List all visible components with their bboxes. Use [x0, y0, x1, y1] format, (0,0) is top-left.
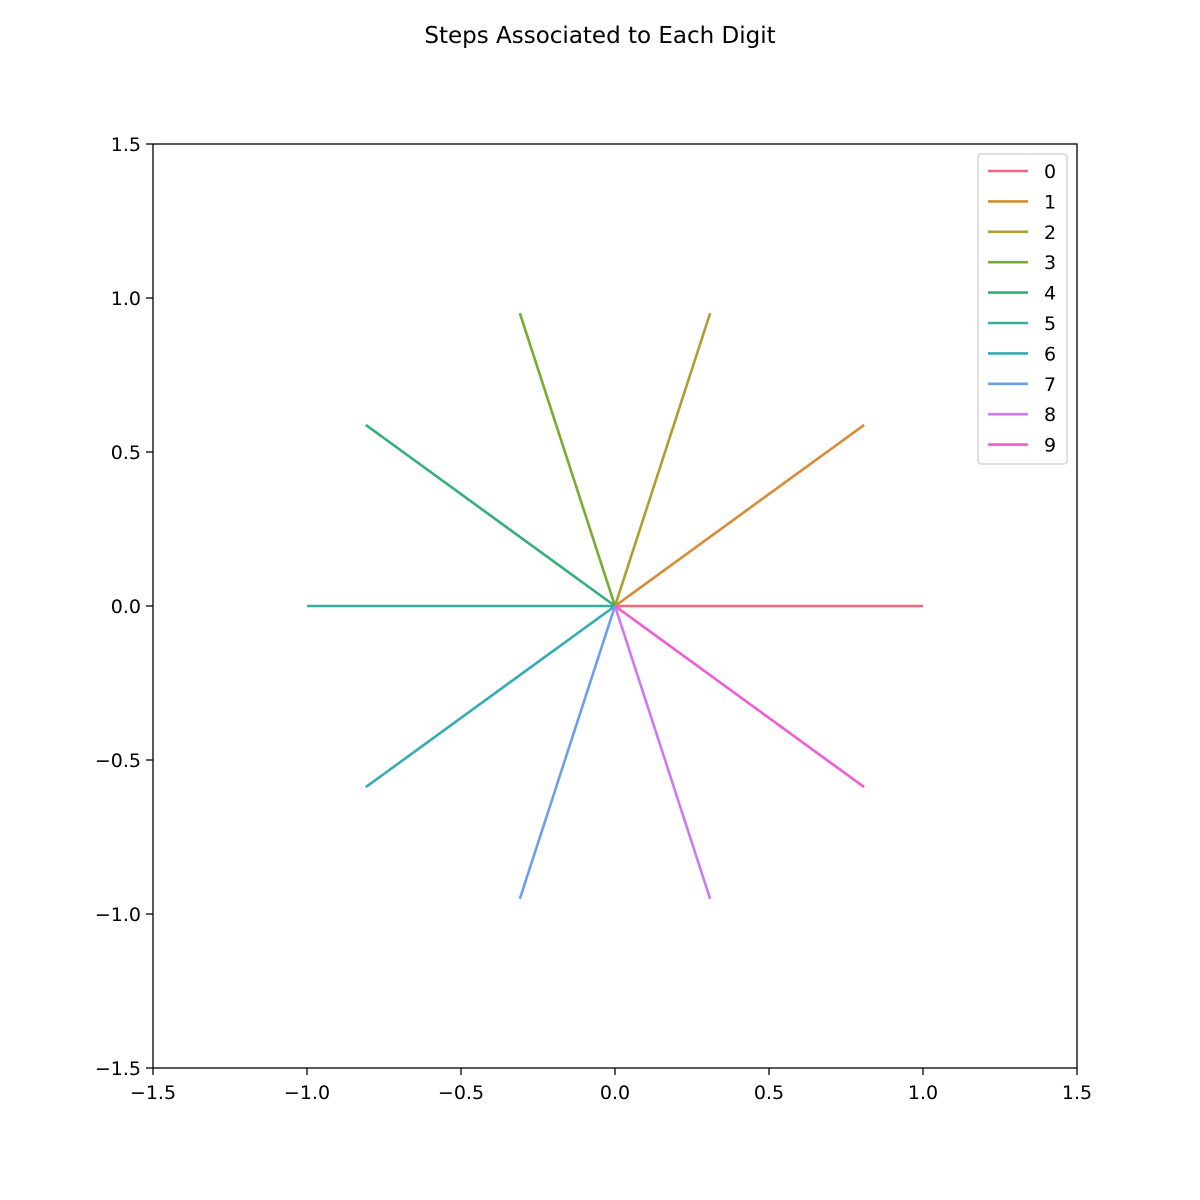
series-line-4 [365, 423, 616, 608]
y-tick-label: 1.5 [111, 134, 141, 156]
series-line-8 [613, 605, 712, 900]
series-line-9 [614, 604, 865, 789]
chart-title: Steps Associated to Each Digit [424, 23, 775, 49]
legend-label-5: 5 [1044, 313, 1056, 335]
y-tick-label: 1.0 [111, 288, 141, 310]
legend-label-3: 3 [1044, 252, 1056, 274]
y-tick-label: 0.5 [111, 442, 141, 464]
x-tick-label: −1.0 [284, 1082, 330, 1104]
y-axis: −1.5 −1.0 −0.5 0.0 0.5 1.0 1.5 [95, 134, 153, 1080]
x-axis: −1.5 −1.0 −0.5 0.0 0.5 1.0 1.5 [130, 1068, 1092, 1104]
legend-label-6: 6 [1044, 343, 1056, 365]
legend-label-4: 4 [1044, 283, 1056, 305]
y-tick-label: −1.0 [95, 904, 141, 926]
series-line-7 [518, 605, 617, 900]
x-tick-label: −1.5 [130, 1082, 176, 1104]
series-line-6 [365, 604, 616, 789]
legend-label-0: 0 [1044, 161, 1056, 183]
x-tick-label: 0.5 [754, 1082, 784, 1104]
y-tick-label: 0.0 [111, 596, 141, 618]
legend-label-2: 2 [1044, 222, 1056, 244]
legend-label-9: 9 [1044, 435, 1056, 457]
legend: 0 1 2 3 4 5 6 7 8 9 [977, 153, 1068, 465]
legend-label-1: 1 [1044, 191, 1056, 213]
series-line-1 [614, 423, 865, 608]
legend-label-7: 7 [1044, 374, 1056, 396]
series-line-2 [613, 312, 712, 607]
x-tick-label: 1.5 [1062, 1082, 1092, 1104]
x-tick-label: 0.0 [600, 1082, 630, 1104]
x-tick-label: −0.5 [438, 1082, 484, 1104]
series-layer [307, 312, 923, 900]
y-tick-label: −1.5 [95, 1058, 141, 1080]
series-line-3 [518, 312, 617, 607]
legend-label-8: 8 [1044, 404, 1056, 426]
x-tick-label: 1.0 [908, 1082, 938, 1104]
y-tick-label: −0.5 [95, 750, 141, 772]
